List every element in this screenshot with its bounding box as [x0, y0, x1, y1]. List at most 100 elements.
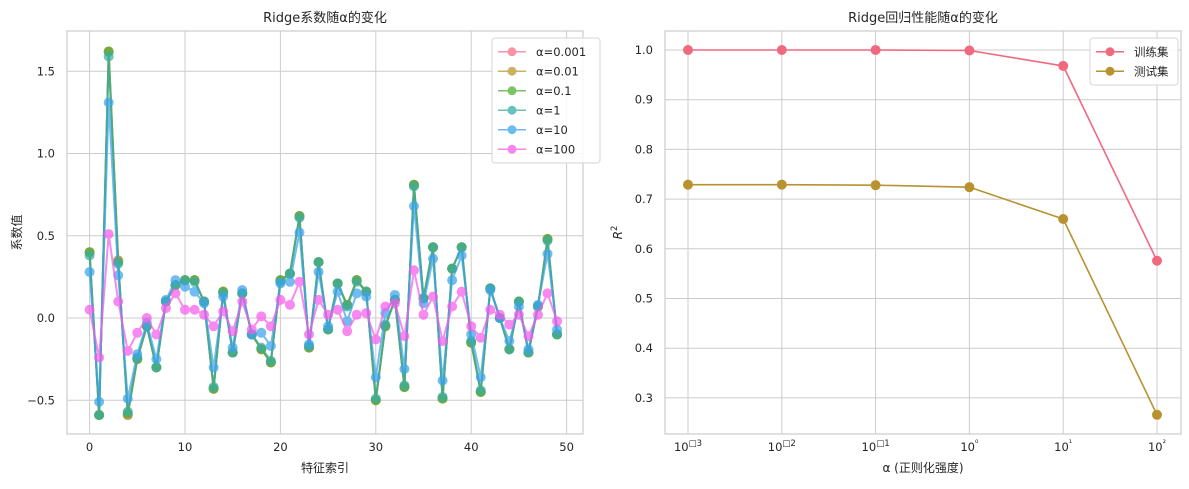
data-point-marker	[485, 304, 496, 315]
data-point-marker	[437, 336, 448, 347]
y-tick-label: 0.5	[635, 292, 653, 306]
data-point-marker	[552, 316, 563, 327]
data-point-marker	[361, 291, 372, 302]
data-point-marker	[208, 362, 219, 373]
y-tick-label: 0.8	[635, 142, 653, 156]
series-α=100	[84, 229, 563, 363]
x-tick-label: 10□1	[862, 439, 890, 454]
y-axis-label: R2	[610, 226, 625, 240]
x-axis-label: 特征索引	[301, 460, 349, 475]
data-point-marker	[208, 321, 219, 332]
data-point-marker	[208, 382, 219, 393]
data-point-marker	[408, 265, 419, 276]
data-point-marker	[513, 301, 524, 312]
legend-label: 训练集	[1134, 45, 1169, 59]
data-point-marker	[113, 296, 124, 307]
legend-label: α=10	[536, 123, 568, 137]
data-point-marker	[323, 309, 334, 320]
data-point-marker	[513, 309, 524, 320]
data-point-marker	[94, 410, 105, 421]
data-point-marker	[227, 326, 238, 337]
data-point-marker	[1152, 409, 1162, 420]
legend: α=0.001 α=0.01 α=0.1 α=1 α=10 α=100	[491, 37, 601, 164]
data-point-marker	[218, 306, 229, 317]
legend-frame	[491, 37, 601, 164]
data-point-marker	[313, 294, 324, 305]
data-point-marker	[370, 372, 381, 383]
data-point-marker	[447, 301, 458, 312]
y-tick-label: 1.0	[635, 43, 653, 57]
data-point-marker	[389, 298, 400, 309]
data-point-marker	[504, 344, 515, 355]
data-point-marker	[151, 362, 162, 373]
data-point-marker	[447, 275, 458, 286]
data-point-marker	[776, 45, 787, 55]
x-axis-label: α (正则化强度)	[882, 460, 963, 475]
data-point-marker	[1058, 213, 1069, 224]
data-point-marker	[504, 319, 515, 330]
series-测试集	[683, 179, 1162, 420]
data-point-marker	[84, 304, 95, 315]
data-point-marker	[342, 301, 353, 312]
data-point-marker	[370, 393, 381, 404]
legend-swatch	[498, 66, 526, 76]
data-point-marker	[304, 329, 315, 340]
data-point-marker	[189, 304, 200, 315]
tick-exponent: ¹	[1069, 439, 1072, 449]
chart-title: Ridge系数随α的变化	[263, 10, 387, 26]
data-point-marker	[151, 354, 162, 365]
data-point-marker	[494, 309, 505, 320]
data-point-marker	[218, 291, 229, 302]
legend-marker-icon	[507, 105, 517, 115]
tick-base: 10	[768, 440, 783, 454]
data-point-marker	[103, 51, 114, 62]
x-tick-label: 20	[273, 440, 288, 454]
series-line	[688, 183, 1158, 416]
data-point-marker	[323, 321, 334, 332]
data-point-marker	[964, 182, 975, 193]
y-label-exponent: 2	[610, 226, 620, 231]
legend-marker-icon	[1105, 66, 1115, 76]
y-tick-label: 0.0	[37, 311, 55, 325]
data-point-marker	[542, 288, 553, 299]
legend-label: α=0.1	[536, 84, 572, 98]
data-point-marker	[542, 235, 553, 246]
data-point-marker	[870, 45, 881, 55]
data-point-marker	[275, 278, 286, 289]
data-point-marker	[180, 304, 190, 315]
legend-swatch	[498, 47, 526, 57]
tick-base: 10	[1148, 440, 1163, 454]
legend-marker-icon	[507, 47, 517, 57]
data-point-marker	[532, 309, 543, 320]
data-point-marker	[180, 281, 190, 292]
data-point-marker	[246, 324, 257, 335]
data-point-marker	[94, 352, 105, 363]
y-tick-label: 0.5	[37, 229, 55, 243]
data-point-marker	[466, 329, 477, 340]
data-point-marker	[199, 298, 210, 309]
data-point-marker	[408, 181, 419, 192]
data-point-marker	[237, 285, 248, 296]
tick-base: 10	[1054, 440, 1069, 454]
data-point-marker	[437, 375, 448, 386]
data-point-marker	[284, 299, 295, 310]
legend-label: α=0.01	[536, 64, 579, 78]
data-point-marker	[475, 372, 486, 383]
legend-swatch	[1096, 66, 1124, 76]
legend-swatch	[498, 105, 526, 115]
series-α=10	[84, 97, 563, 407]
data-point-marker	[313, 257, 324, 268]
data-point-marker	[475, 332, 486, 343]
data-point-marker	[294, 227, 305, 238]
y-tick-label: 0.9	[635, 93, 653, 107]
data-point-marker	[351, 309, 362, 320]
data-point-marker	[542, 248, 553, 259]
data-point-marker	[275, 294, 286, 305]
data-point-marker	[256, 311, 267, 322]
data-point-marker	[170, 275, 181, 286]
data-point-marker	[313, 266, 324, 277]
x-tick-label: 10¹	[1054, 439, 1072, 454]
tick-exponent: □2	[782, 439, 795, 449]
